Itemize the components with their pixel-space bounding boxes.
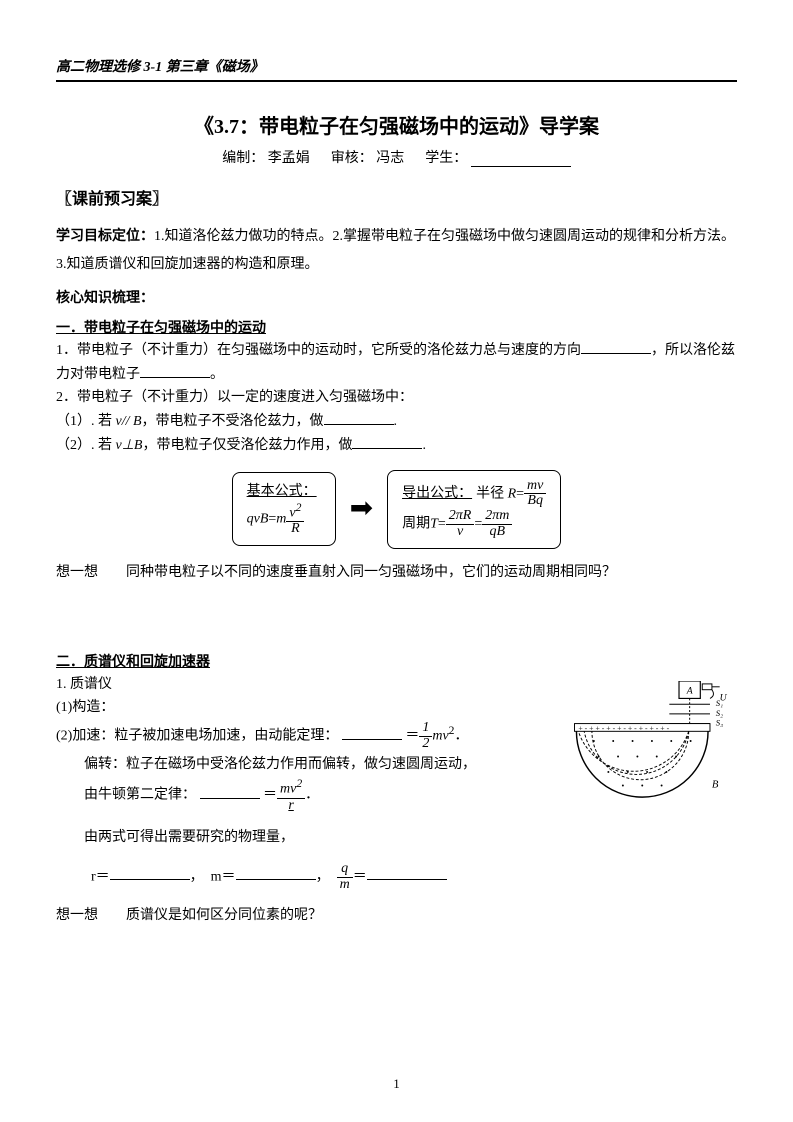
blank-2[interactable] [140, 363, 210, 378]
blank-6[interactable] [200, 784, 260, 799]
svg-text:S₂: S₂ [716, 707, 723, 717]
qm-num: q [337, 862, 353, 878]
blank-m[interactable] [236, 865, 316, 880]
val-eq: ＝ [353, 869, 367, 884]
row-vals: r＝， m＝， qm＝ [56, 862, 737, 892]
reviewed-by: 冯志 [376, 151, 404, 166]
objectives: 学习目标定位：1.知道洛伦兹力做功的特点。2.掌握带电粒子在匀强磁场中做匀速圆周… [56, 223, 737, 279]
svg-text:+ - + + - + - + - + - + - + -: + - + + - + - + - + - + - + - + - [578, 723, 669, 732]
sec2-deflect-b-text: 由牛顿第二定律： [84, 788, 196, 803]
student-blank[interactable] [471, 152, 571, 167]
mass-spectrometer-figure: A S₁ S₂ S₃ U + - + + - + - + - + - + - +… [562, 681, 737, 831]
sec1-p2b-cond: v⊥B [116, 438, 143, 453]
think-1: 想一想 同种带电粒子以不同的速度垂直射入同一匀强磁场中，它们的运动周期相同吗？ [56, 561, 737, 581]
blank-4[interactable] [352, 434, 422, 449]
prepared-by: 李孟娟 [268, 151, 310, 166]
arrow-icon: ➡ [350, 495, 373, 523]
blank-5[interactable] [342, 725, 402, 740]
blank-3[interactable] [324, 410, 394, 425]
sec1-p2: 2．带电粒子（不计重力）以一定的速度进入匀强磁场中： [56, 386, 737, 410]
svg-text:A: A [686, 685, 693, 696]
byline: 编制： 李孟娟 审核： 冯志 学生： [56, 147, 737, 167]
svg-text:S₃: S₃ [716, 717, 723, 727]
objectives-label: 学习目标定位： [56, 229, 154, 244]
svg-text:U: U [720, 692, 728, 703]
sec1-title: 一．带电粒子在匀强磁场中的运动 [56, 317, 737, 337]
core-label: 核心知识梳理： [56, 287, 737, 311]
blank-1[interactable] [581, 339, 651, 354]
page-number: 1 [0, 1076, 793, 1092]
doc-title: 《3.7：带电粒子在匀强磁场中的运动》导学案 [56, 110, 737, 139]
val-m-label: m＝ [211, 869, 236, 884]
sec1-p2b: （2）. 若 v⊥B，带电粒子仅受洛伦兹力作用，做. [56, 434, 737, 458]
sec1-p1c: 。 [210, 367, 224, 382]
reviewed-label: 审核： [331, 151, 373, 166]
svg-text:B: B [712, 779, 719, 790]
sec1-p2a: （1）. 若 v// B，带电粒子不受洛伦兹力，做. [56, 410, 737, 434]
qm-den: m [337, 878, 353, 893]
formula-right-label: 导出公式： [402, 486, 472, 501]
blank-qm[interactable] [367, 865, 447, 880]
objectives-text: 1.知道洛伦兹力做功的特点。2.掌握带电粒子在匀强磁场中做匀速圆周运动的规律和分… [56, 229, 735, 272]
sec1-p2b-after: ，带电粒子仅受洛伦兹力作用，做 [142, 438, 352, 453]
val-r-label: r＝ [91, 869, 110, 884]
section-2: 二．质谱仪和回旋加速器 1. 质谱仪 (1)构造： (2)加速：粒子被加速电场加… [56, 651, 737, 925]
sec1-p2a-after: ，带电粒子不受洛伦兹力，做 [142, 414, 324, 429]
sec2-title: 二．质谱仪和回旋加速器 [56, 651, 737, 671]
sec1-p2a-cond: v// B [116, 414, 142, 429]
sec1-p2a-prefix: （1）. 若 [56, 414, 116, 429]
sec2-deflect-tail: ． [305, 788, 319, 803]
sec1-p1: 1．带电粒子（不计重力）在匀强磁场中的运动时，它所受的洛伦兹力总与速度的方向，所… [56, 339, 737, 387]
blank-r[interactable] [110, 865, 190, 880]
page-header: 高二物理选修 3-1 第三章《磁场》 [56, 56, 737, 82]
sec2-1-2-pre: (2)加速：粒子被加速电场加速，由动能定理： [56, 729, 338, 744]
prepared-label: 编制： [222, 151, 264, 166]
student-label: 学生： [425, 151, 467, 166]
think-2: 想一想 质谱仪是如何区分同位素的呢？ [56, 904, 737, 924]
formula-row: 基本公式： qvB=mv2R ➡ 导出公式：半径 R=mvBq 周期T=2πRv… [56, 470, 737, 549]
formula-right-box: 导出公式：半径 R=mvBq 周期T=2πRv=2πmqB [387, 470, 561, 549]
formula-left-box: 基本公式： qvB=mv2R [232, 472, 336, 546]
sec1-p1a: 1．带电粒子（不计重力）在匀强磁场中的运动时，它所受的洛伦兹力总与速度的方向 [56, 343, 581, 358]
preclass-section: 〖课前预习案〗 [56, 185, 737, 209]
sec1-p2b-prefix: （2）. 若 [56, 438, 116, 453]
formula-left-label: 基本公式： [247, 484, 317, 499]
sec2-1-2-tail: ． [454, 729, 468, 744]
